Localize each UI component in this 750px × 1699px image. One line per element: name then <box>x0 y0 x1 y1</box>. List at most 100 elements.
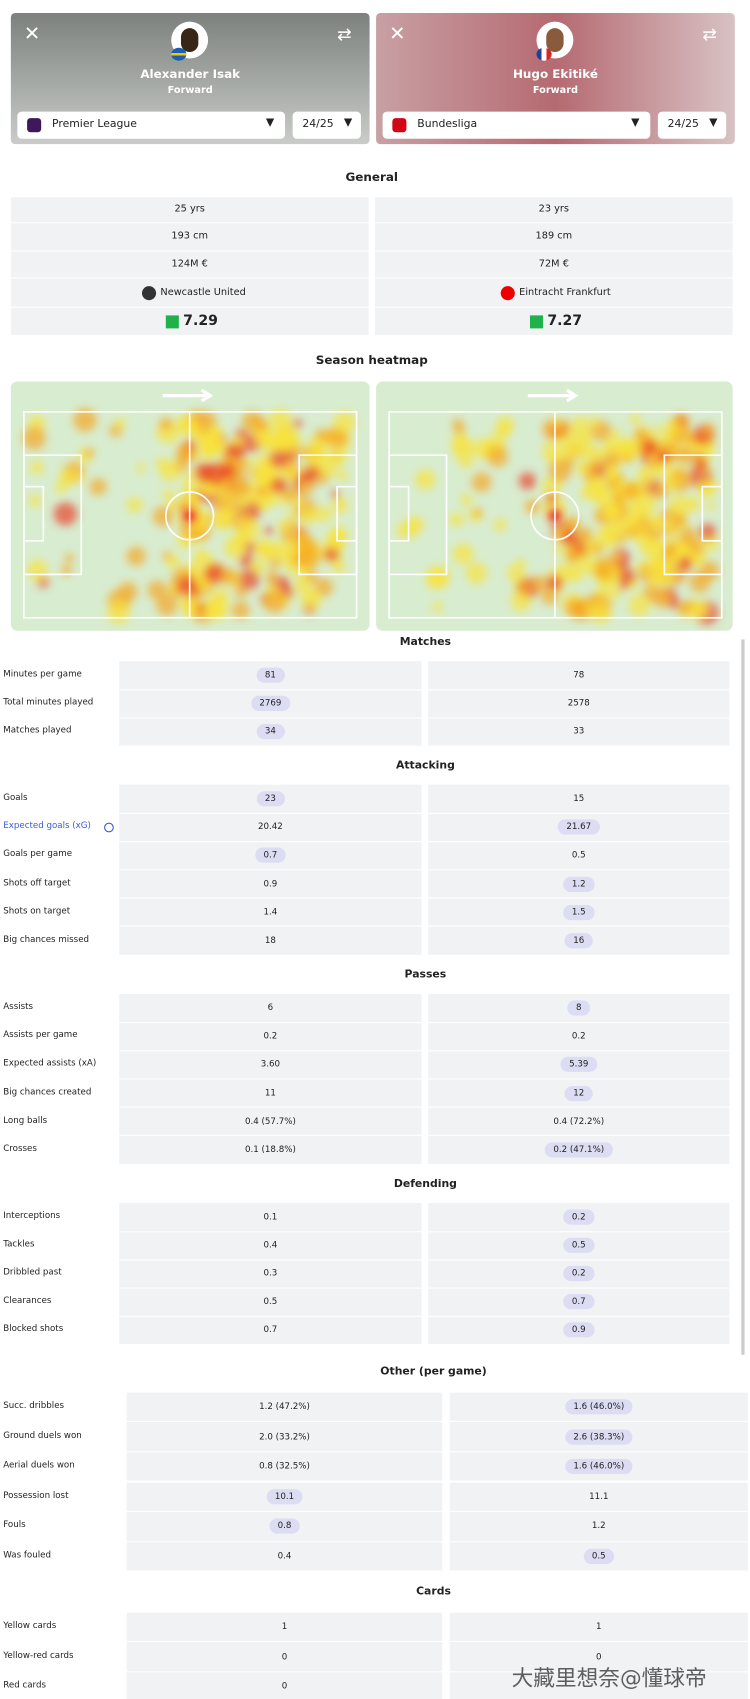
stat-cell: 0.2 <box>428 1022 730 1050</box>
general-value: 23 yrs <box>538 203 570 215</box>
heat-spot <box>274 575 290 591</box>
stat-pill: 0.7 <box>254 847 286 864</box>
stat-cell: 1.6 (46.0%) <box>449 1452 748 1482</box>
stat-label: Fouls <box>3 1519 26 1530</box>
heat-spot <box>203 462 227 486</box>
heat-spot <box>324 546 340 562</box>
heat-spot <box>263 464 277 478</box>
heat-spot <box>315 506 332 522</box>
stat-value: 0.3 <box>263 1268 278 1279</box>
close-button[interactable]: ✕ <box>389 22 406 46</box>
info-icon[interactable] <box>104 822 114 833</box>
stat-pill: 16 <box>564 933 593 949</box>
stat-cell: 0.5 <box>119 1288 422 1316</box>
stat-label: Yellow cards <box>3 1620 57 1631</box>
close-button[interactable]: ✕ <box>23 22 41 46</box>
heat-spot <box>156 457 168 470</box>
heat-spot <box>64 553 75 563</box>
heat-spot <box>542 441 564 462</box>
heat-spot <box>471 472 492 493</box>
general-value: 124M € <box>171 258 208 270</box>
swap-button[interactable]: ⇄ <box>702 23 717 45</box>
heat-spot <box>258 421 269 432</box>
heat-spot <box>449 512 464 527</box>
heat-spot <box>696 460 708 471</box>
stat-pill: 8 <box>567 1000 591 1016</box>
stat-value: 0.9 <box>263 878 278 889</box>
stat-value: 33 <box>573 726 585 737</box>
league-name: Premier League <box>52 118 137 131</box>
season-dropdown[interactable]: 24/25 ▼ <box>657 111 727 139</box>
avatar-face <box>180 28 199 53</box>
section-title: Season heatmap <box>315 353 428 368</box>
watermark: 大藏里想奈@懂球帝 <box>511 1664 707 1691</box>
stat-cell: 1.4 <box>119 898 422 926</box>
season-dropdown[interactable]: 24/25 ▼ <box>292 111 361 139</box>
heat-spot <box>254 539 273 558</box>
stat-label: Long balls <box>3 1115 48 1125</box>
league-dropdown[interactable]: Premier League ▼ <box>17 111 286 139</box>
heat-spot <box>162 489 175 501</box>
general-cell: Eintracht Frankfurt <box>375 278 733 307</box>
heat-spot <box>604 468 618 482</box>
stat-value: 0 <box>281 1681 288 1691</box>
heat-spot <box>460 493 472 506</box>
general-cell: 124M € <box>10 251 369 278</box>
heat-spot <box>307 437 323 453</box>
league-icon <box>27 118 42 133</box>
heat-spot <box>590 601 612 624</box>
heat-spot <box>409 516 424 531</box>
stat-cell: 8 <box>428 994 730 1022</box>
stat-value: 2.0 (33.2%) <box>259 1431 310 1442</box>
stat-cell: 2769 <box>119 689 422 718</box>
heat-spot <box>612 428 622 438</box>
stat-value: 1.2 (47.2%) <box>259 1401 310 1412</box>
stat-cell: 0.5 <box>428 841 730 870</box>
rating-badge <box>529 315 543 329</box>
heat-spot <box>638 466 648 476</box>
heat-spot <box>563 431 587 455</box>
heat-spot <box>647 514 665 532</box>
stat-cell: 81 <box>119 661 422 689</box>
club-name: Newcastle United <box>160 286 246 298</box>
heat-spot <box>223 536 246 559</box>
heat-spot <box>581 431 594 443</box>
heat-spot <box>330 490 340 499</box>
stat-value: 2578 <box>567 698 590 708</box>
heatmap-pitch <box>22 388 358 625</box>
stat-cell: 0.4 <box>119 1231 422 1260</box>
stat-value: 0 <box>281 1651 288 1661</box>
heat-spot <box>306 447 328 468</box>
heat-spot <box>269 449 288 469</box>
stat-label: Yellow-red cards <box>3 1650 74 1660</box>
general-cell: Newcastle United <box>10 278 369 307</box>
heat-spot <box>700 561 720 581</box>
heat-spot <box>287 510 297 520</box>
swap-button[interactable]: ⇄ <box>337 23 352 45</box>
heat-spot <box>589 416 600 428</box>
heat-spot <box>27 559 48 581</box>
stat-value: 0.4 <box>263 1239 278 1250</box>
heat-spot <box>662 474 679 492</box>
heat-spot <box>652 425 663 436</box>
heat-spot <box>642 439 658 455</box>
stat-cell: 0.4 (72.2%) <box>428 1107 730 1136</box>
stat-cell <box>449 1672 748 1699</box>
heat-spot <box>701 423 716 437</box>
heat-spot <box>662 548 674 560</box>
heat-spot <box>570 416 591 437</box>
heat-spot <box>516 558 526 569</box>
heat-spot <box>678 526 698 546</box>
stat-value: 11.1 <box>589 1491 609 1501</box>
stat-label: Red cards <box>3 1679 46 1690</box>
heat-spot <box>237 494 251 508</box>
heat-spot <box>473 507 483 518</box>
league-dropdown[interactable]: Bundesliga ▼ <box>382 111 651 139</box>
stat-pill: 2769 <box>250 696 291 712</box>
stat-value: 3.60 <box>260 1059 281 1070</box>
heat-spot <box>428 566 450 589</box>
stat-cell: 12 <box>428 1079 730 1107</box>
heat-spot <box>496 416 515 435</box>
heat-spot <box>327 451 339 463</box>
player-card: ✕ ⇄ Hugo Ekitiké Forward Bundesliga ▼ 24/25 ▼ <box>376 13 735 145</box>
